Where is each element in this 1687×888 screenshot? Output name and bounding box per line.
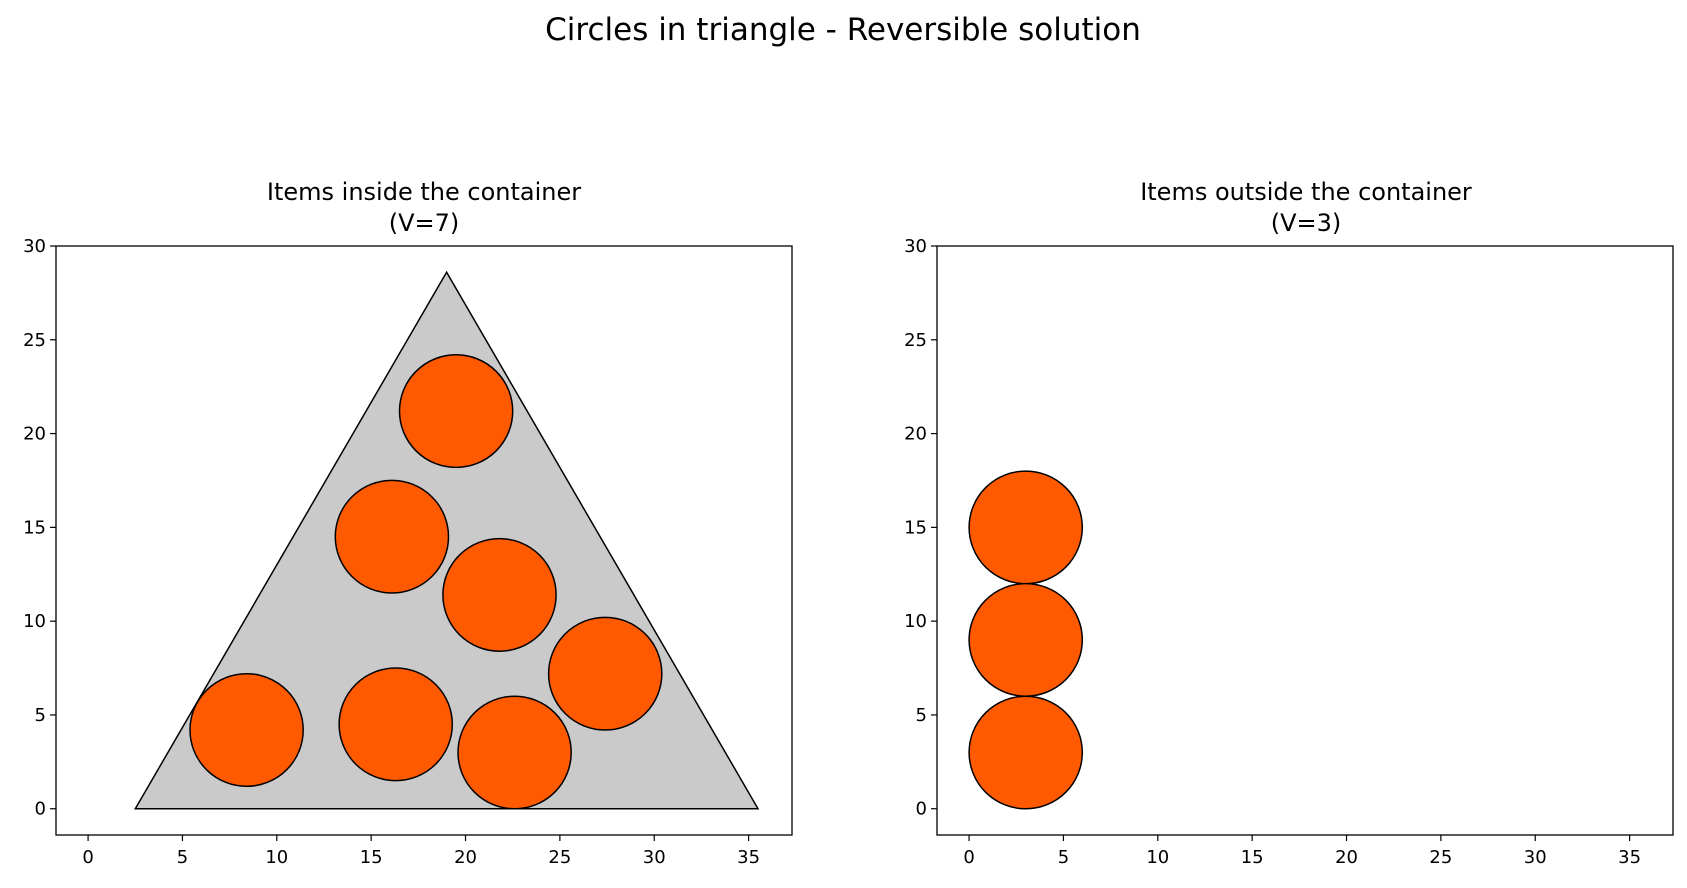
axes-frame-inside: [55, 245, 793, 836]
figure-title: Circles in triangle - Reversible solutio…: [545, 12, 1141, 48]
panel-title-inside: Items inside the container: [267, 178, 581, 206]
y-tick-label: 5: [916, 705, 927, 726]
item-circle-inside-3: [442, 537, 557, 652]
y-tick-label: 25: [23, 330, 46, 351]
item-circle-outside-3: [968, 695, 1084, 810]
panel-title-outside: Items outside the container: [1140, 178, 1472, 206]
x-tick-label: 5: [177, 847, 188, 868]
item-circle-inside-4: [547, 616, 663, 731]
y-tick-label: 5: [35, 705, 46, 726]
x-tick-label: 15: [1241, 847, 1264, 868]
x-tick-label: 30: [1524, 847, 1547, 868]
item-circle-inside-7: [457, 695, 572, 810]
y-tick-label: 15: [23, 517, 46, 538]
x-tick-label: 0: [963, 847, 974, 868]
y-tick-label: 25: [904, 330, 927, 351]
x-tick-label: 10: [1146, 847, 1169, 868]
y-tick-label: 15: [904, 517, 927, 538]
y-tick-label: 0: [35, 799, 46, 820]
y-tick-label: 20: [23, 424, 46, 445]
x-tick-label: 20: [1335, 847, 1358, 868]
x-tick-label: 0: [82, 847, 93, 868]
x-tick-label: 25: [548, 847, 571, 868]
item-circle-inside-6: [338, 667, 454, 782]
y-tick-label: 0: [916, 799, 927, 820]
item-circle-inside-1: [398, 354, 514, 469]
item-circle-outside-2: [968, 582, 1084, 697]
item-circle-outside-1: [968, 470, 1084, 585]
y-tick-label: 10: [23, 611, 46, 632]
y-tick-label: 10: [904, 611, 927, 632]
x-tick-label: 15: [360, 847, 383, 868]
panel-subtitle-inside: (V=7): [389, 209, 460, 237]
y-tick-label: 30: [904, 236, 927, 257]
item-circle-inside-5: [189, 672, 304, 788]
panel-inside: Items inside the container (V=7) 0 5 10 15 2…: [23, 178, 793, 868]
panel-subtitle-outside: (V=3): [1271, 209, 1342, 237]
x-tick-label: 10: [265, 847, 288, 868]
panel-outside: Items outside the container (V=3) 0 5 10 15…: [904, 178, 1674, 868]
x-tick-label: 5: [1058, 847, 1069, 868]
x-tick-label: 25: [1429, 847, 1452, 868]
x-tick-label: 35: [737, 847, 760, 868]
axes-frame-outside: [936, 245, 1674, 836]
x-tick-label: 20: [454, 847, 477, 868]
item-circle-inside-2: [334, 479, 450, 594]
y-tick-label: 20: [904, 424, 927, 445]
y-tick-label: 30: [23, 236, 46, 257]
x-tick-label: 30: [643, 847, 666, 868]
x-tick-label: 35: [1618, 847, 1641, 868]
